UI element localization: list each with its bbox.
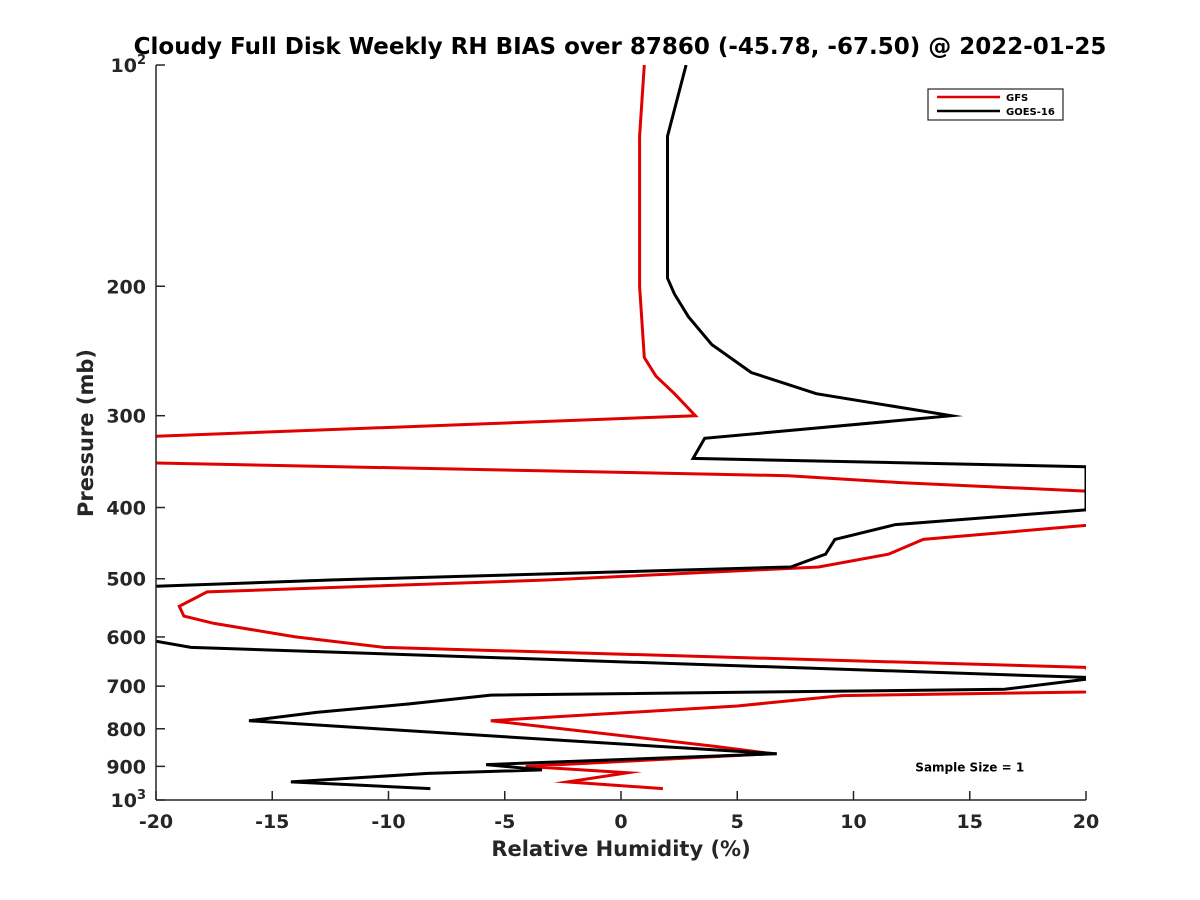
x-tick-label: -10: [371, 811, 405, 833]
series-line-goes16: [156, 65, 1086, 791]
y-axis-label: Pressure (mb): [74, 349, 98, 517]
y-tick-label: 103: [111, 788, 147, 812]
x-tick-label: -15: [255, 811, 289, 833]
x-tick-label: 15: [957, 811, 983, 833]
series-layer: [156, 65, 1086, 791]
y-tick-label: 600: [106, 627, 146, 649]
series-line-gfs: [156, 65, 1086, 791]
legend-label-gfs: GFS: [1006, 93, 1028, 104]
x-tick-label: 10: [840, 811, 866, 833]
legend-label-goes16: GOES-16: [1006, 107, 1055, 118]
x-axis-label: Relative Humidity (%): [491, 837, 750, 861]
x-tick-label: -5: [494, 811, 515, 833]
y-tick-label: 500: [106, 569, 146, 591]
y-tick-label: 102: [111, 53, 147, 77]
y-tick-label: 800: [106, 719, 146, 741]
y-tick-label: 300: [106, 406, 146, 428]
x-tick-label: 0: [614, 811, 627, 833]
x-axis-ticks: -20 -15 -10 -5 0 5 10 15 20: [139, 791, 1099, 833]
y-tick-label: 400: [106, 498, 146, 520]
chart-title: Cloudy Full Disk Weekly RH BIAS over 878…: [134, 34, 1107, 60]
x-tick-label: 20: [1073, 811, 1099, 833]
sample-size-annotation: Sample Size = 1: [915, 760, 1024, 774]
y-tick-label: 900: [106, 756, 146, 778]
y-axis-ticks: 102 200 300 400 500 600 700 800 900 103: [106, 53, 165, 812]
y-tick-label: 700: [106, 676, 146, 698]
legend: GFS GOES-16: [927, 88, 1064, 121]
y-tick-label: 200: [106, 276, 146, 298]
x-tick-label: -20: [139, 811, 173, 833]
legend-box: [927, 88, 1064, 121]
x-tick-label: 5: [731, 811, 744, 833]
